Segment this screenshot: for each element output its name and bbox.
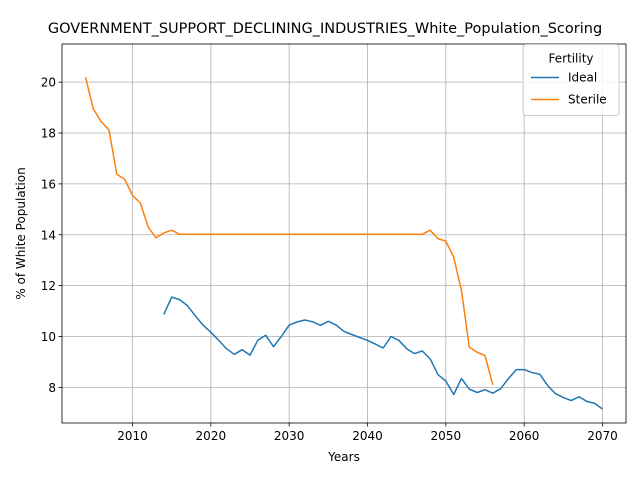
y-axis-label: % of White Population [14,167,28,299]
x-tick-label: 2040 [352,429,383,443]
chart-title: GOVERNMENT_SUPPORT_DECLINING_INDUSTRIES_… [48,21,602,37]
x-tick-label: 2050 [431,429,462,443]
legend-label-ideal: Ideal [568,71,597,85]
legend-title: Fertility [548,52,593,66]
x-axis-label: Years [327,450,360,464]
y-tick-label: 16 [41,177,56,191]
y-tick-label: 20 [41,76,56,90]
y-tick-label: 12 [41,279,56,293]
series-lines [84,76,603,410]
legend-entries: Ideal Sterile [531,71,607,107]
y-tick-label: 18 [41,127,56,141]
series-line-sterile [84,76,494,385]
legend-label-sterile: Sterile [568,93,607,107]
x-tick-label: 2060 [509,429,540,443]
x-tick-label: 2010 [117,429,148,443]
x-tick-label: 2030 [274,429,305,443]
series-line-ideal [163,296,603,410]
legend-box [522,44,620,116]
y-tick-label: 14 [41,228,56,242]
y-tick-label: 10 [41,330,56,344]
y-tick-label: 8 [48,381,56,395]
plot-area-frame [61,43,627,424]
x-tick-label: 2020 [196,429,227,443]
legend: Fertility Ideal Sterile [522,44,620,116]
x-tick-label: 2070 [587,429,618,443]
axis-ticks: 2010 2020 2030 2040 2050 2060 2070 8 10 12 14 16 18 2… [41,76,618,443]
